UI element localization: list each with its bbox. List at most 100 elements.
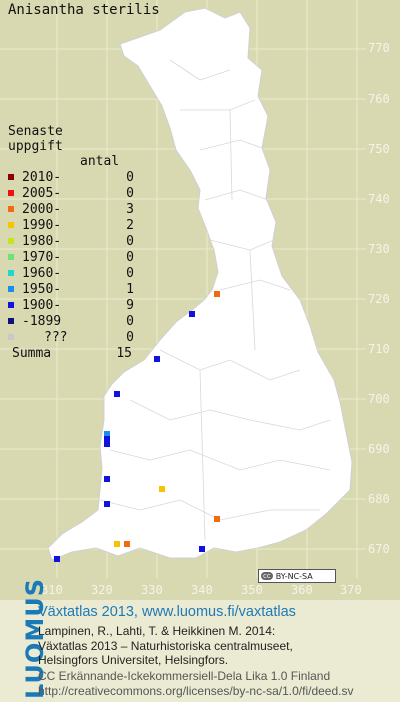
legend-count: 1 [126,281,134,297]
legend-count: 0 [126,265,134,281]
legend-count: 0 [126,233,134,249]
y-tick-label: 710 [368,342,390,356]
legend-row: 2010- 0 [8,169,134,185]
legend-swatch [8,206,14,212]
legend-title-line1: Senaste [8,124,63,139]
legend-swatch [8,318,14,324]
legend-period: 1960- [22,265,62,281]
legend-row: 2000- 3 [8,201,134,217]
summa-label: Summa [12,345,52,361]
cc-license-badge[interactable]: cc BY-NC-SA [258,569,336,583]
summa-count: 15 [116,345,132,361]
legend-row: 1960- 0 [8,265,134,281]
legend-row: -1899 0 [8,313,134,329]
legend-swatch [8,254,14,260]
citation-line: Växtatlas 2013 – Naturhistoriska central… [38,638,293,653]
legend-swatch [8,302,14,308]
legend-swatch [8,270,14,276]
legend-period: 1990- [22,217,62,233]
x-tick-label: 370 [340,583,362,597]
y-tick-label: 700 [368,392,390,406]
legend-period: 2000- [22,201,62,217]
occurrence-marker [189,311,195,317]
occurrence-marker [214,516,220,522]
y-tick-label: 690 [368,442,390,456]
license-url-link[interactable]: http://creativecommons.org/licenses/by-n… [38,683,354,698]
occurrence-marker [104,441,110,447]
legend-count-header: antal [80,154,120,169]
y-tick-label: 680 [368,492,390,506]
legend-count: 0 [126,249,134,265]
occurrence-marker [154,356,160,362]
y-tick-label: 740 [368,192,390,206]
x-tick-label: 350 [241,583,263,597]
finland-map [0,0,366,578]
x-tick-label: 340 [191,583,213,597]
map-area: Anisantha sterilis Senaste uppgift antal… [0,0,400,600]
legend-swatch [8,174,14,180]
occurrence-marker [114,391,120,397]
y-tick-label: 770 [368,41,390,55]
legend-period: 2005- [22,185,62,201]
occurrence-marker [104,501,110,507]
legend-row: 1980- 0 [8,233,134,249]
cc-badge-text: BY-NC-SA [275,571,313,581]
legend-row: 2005- 0 [8,185,134,201]
legend-row: 1900- 9 [8,297,134,313]
x-tick-label: 330 [141,583,163,597]
occurrence-marker [124,541,130,547]
legend-swatch [8,334,14,340]
legend-period: -1899 [22,313,62,329]
legend-count: 0 [126,185,134,201]
legend-period: 1970- [22,249,62,265]
legend-period: 1900- [22,297,62,313]
y-tick-label: 720 [368,292,390,306]
legend-row: 1990- 2 [8,217,134,233]
legend-swatch [8,286,14,292]
y-tick-label: 670 [368,542,390,556]
legend-row: 1970- 0 [8,249,134,265]
occurrence-marker [159,486,165,492]
legend-swatch [8,222,14,228]
license-name: CC Erkännande-Ickekommersiell-Dela Lika … [38,669,331,683]
legend-swatch [8,238,14,244]
occurrence-marker [104,476,110,482]
occurrence-marker [104,431,110,437]
x-tick-label: 310 [41,583,63,597]
citation-line: Lampinen, R., Lahti, T. & Heikkinen M. 2… [38,624,276,638]
legend-summa-row: Summa 15 [8,345,132,361]
occurrence-markers [54,291,220,562]
legend-row: 1950- 1 [8,281,134,297]
legend-count: 0 [126,169,134,185]
finland-outline [47,7,353,561]
citation-line: Helsingfors Universitet, Helsingfors. [38,653,229,667]
x-tick-label: 360 [291,583,313,597]
municipal-borders [99,59,331,541]
occurrence-marker [199,546,205,552]
occurrence-marker [54,556,60,562]
legend-count: 0 [126,313,134,329]
y-tick-label: 750 [368,142,390,156]
occurrence-marker [114,541,120,547]
legend-period: 1980- [22,233,62,249]
legend-swatch [8,190,14,196]
y-tick-label: 760 [368,92,390,106]
cc-icon: cc [261,572,273,580]
atlas-title-link[interactable]: Växtatlas 2013, www.luomus.fi/vaxtatlas [38,604,296,620]
legend-title-line2: uppgift [8,139,63,154]
legend-count: 9 [126,297,134,313]
legend-period: ??? [44,329,68,345]
legend-period: 2010- [22,169,62,185]
legend-count: 2 [126,217,134,233]
x-tick-label: 320 [91,583,113,597]
species-name: Anisantha sterilis [8,2,160,18]
occurrence-marker [104,436,110,442]
occurrence-marker [214,291,220,297]
license: CC Erkännande-Ickekommersiell-Dela Lika … [38,669,353,698]
legend-count: 3 [126,201,134,217]
legend-period: 1950- [22,281,62,297]
legend-count: 0 [126,329,134,345]
y-tick-label: 730 [368,242,390,256]
legend-row: ??? 0 [8,329,134,345]
citation: Lampinen, R., Lahti, T. & Heikkinen M. 2… [38,624,293,668]
